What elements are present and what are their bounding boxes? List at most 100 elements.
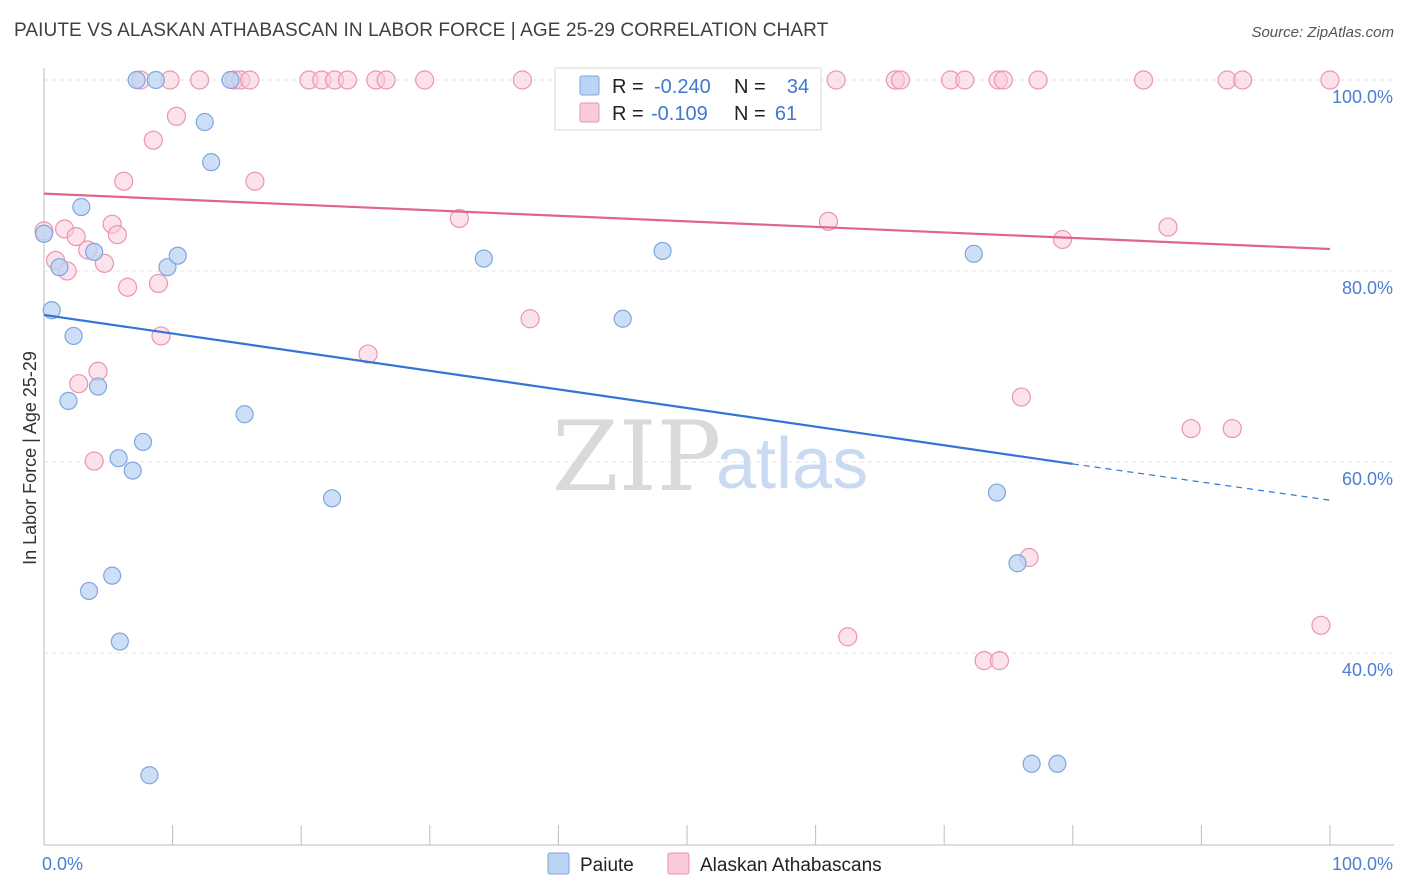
paiute-r-label: R = [612, 76, 644, 98]
alaskan-r-value: -0.109 [651, 103, 708, 125]
alaskan-point-40 [818, 211, 839, 231]
paiute-point-28 [964, 244, 983, 263]
paiute-point-15 [140, 766, 159, 785]
paiute-n-label: N = [734, 76, 766, 98]
paiute-point-17 [158, 258, 177, 277]
alaskan-point-44 [890, 70, 911, 90]
alaskan-point-16 [148, 273, 169, 294]
paiute-point-12 [127, 70, 146, 90]
paiute-point-0 [34, 224, 54, 243]
paiute-swatch [579, 75, 600, 96]
grid-lines [44, 79, 1394, 654]
alaskan-point-54 [1052, 229, 1073, 250]
axes [43, 68, 1394, 846]
chart-title: PAIUTE VS ALASKAN ATHABASCAN IN LABOR FO… [14, 20, 829, 41]
paiute-point-6 [79, 581, 99, 601]
alaskan-point-59 [1222, 418, 1242, 439]
alaskan-point-28 [337, 70, 358, 90]
alaskan-point-24 [245, 171, 265, 191]
alaskan-point-20 [190, 70, 210, 90]
paiute-point-2 [50, 258, 69, 277]
watermark-zip: ZIP [552, 401, 721, 513]
alaskan-point-7 [84, 451, 104, 471]
x-tick-label-0: 0.0% [42, 854, 83, 874]
paiute-point-10 [110, 632, 129, 651]
paiute-point-31 [1022, 754, 1041, 773]
alaskan-point-62 [1320, 70, 1340, 90]
alaskan-point-19 [166, 106, 187, 126]
alaskan-n-value: 61 [775, 103, 797, 125]
paiute-point-9 [103, 566, 122, 585]
paiute-point-19 [195, 112, 214, 132]
alaskan-point-60 [1232, 70, 1253, 90]
alaskan-trend-line [43, 192, 1331, 251]
paiute-point-21 [221, 70, 240, 90]
paiute-point-14 [133, 432, 153, 452]
paiute-point-7 [85, 242, 104, 261]
alaskan-point-12 [114, 171, 134, 191]
paiute-r-value: -0.240 [654, 76, 711, 98]
legend-paiute-label: Paiute [580, 855, 634, 876]
alaskan-point-32 [415, 70, 435, 90]
alaskan-point-57 [1181, 418, 1201, 439]
paiute-n-value: 34 [787, 76, 809, 98]
legend-alaskan-label: Alaskan Athabascans [700, 855, 882, 876]
alaskan-points [34, 70, 1340, 671]
paiute-point-18 [168, 246, 187, 265]
paiute-point-24 [474, 249, 493, 268]
legend-alaskan-swatch [667, 852, 690, 875]
alaskan-point-46 [955, 70, 975, 90]
y-tick-label-40: 40.0% [1342, 660, 1393, 680]
alaskan-point-51 [1011, 387, 1031, 407]
alaskan-point-17 [151, 326, 171, 346]
alaskan-point-31 [376, 70, 396, 90]
paiute-point-22 [235, 405, 254, 424]
alaskan-point-41 [826, 70, 846, 90]
paiute-point-16 [146, 70, 165, 90]
alaskan-point-11 [107, 225, 127, 245]
alaskan-swatch [579, 102, 600, 123]
paiute-trend-line [43, 313, 1073, 465]
paiute-point-20 [202, 153, 221, 172]
alaskan-point-34 [512, 70, 532, 90]
paiute-point-11 [109, 449, 128, 468]
paiute-points [34, 70, 1067, 785]
y-tick-label-80: 80.0% [1342, 278, 1393, 298]
source-label: Source: ZipAtlas.com [1251, 24, 1394, 41]
stats-legend: R = -0.240 N = 34 R = -0.109 N = 61 [554, 67, 822, 131]
alaskan-point-4 [66, 227, 86, 247]
paiute-trend-extension [1072, 463, 1331, 501]
watermark-atlas: atlas [716, 424, 868, 504]
paiute-point-13 [123, 461, 142, 480]
series-legend: Paiute Alaskan Athabascans [547, 852, 882, 876]
paiute-point-23 [322, 489, 342, 508]
paiute-point-27 [653, 241, 672, 261]
tick-labels: 100.0% 80.0% 60.0% 40.0% 0.0% 100.0% [42, 87, 1393, 874]
alaskan-point-42 [838, 627, 858, 647]
paiute-point-32 [1048, 754, 1067, 773]
alaskan-point-5 [69, 374, 89, 394]
y-axis-title: In Labor Force | Age 25-29 [20, 351, 40, 565]
y-tick-label-100: 100.0% [1332, 87, 1393, 107]
alaskan-point-23 [240, 70, 260, 90]
x-tick-label-100: 100.0% [1332, 854, 1393, 874]
paiute-point-5 [72, 197, 91, 217]
alaskan-point-33 [449, 208, 469, 229]
alaskan-point-61 [1311, 615, 1331, 635]
alaskan-n-label: N = [734, 103, 766, 125]
paiute-point-29 [987, 483, 1007, 502]
legend-paiute-swatch [547, 852, 570, 875]
paiute-point-8 [88, 377, 108, 396]
alaskan-point-13 [117, 277, 138, 297]
alaskan-point-55 [1133, 70, 1154, 90]
trend-lines [43, 192, 1331, 501]
y-tick-label-60: 60.0% [1342, 469, 1393, 489]
alaskan-point-15 [143, 130, 163, 150]
alaskan-point-56 [1158, 217, 1178, 237]
alaskan-point-50 [993, 70, 1013, 90]
paiute-point-4 [64, 326, 83, 346]
alaskan-point-29 [358, 344, 378, 364]
alaskan-point-53 [1028, 70, 1048, 90]
alaskan-r-label: R = [612, 103, 644, 125]
